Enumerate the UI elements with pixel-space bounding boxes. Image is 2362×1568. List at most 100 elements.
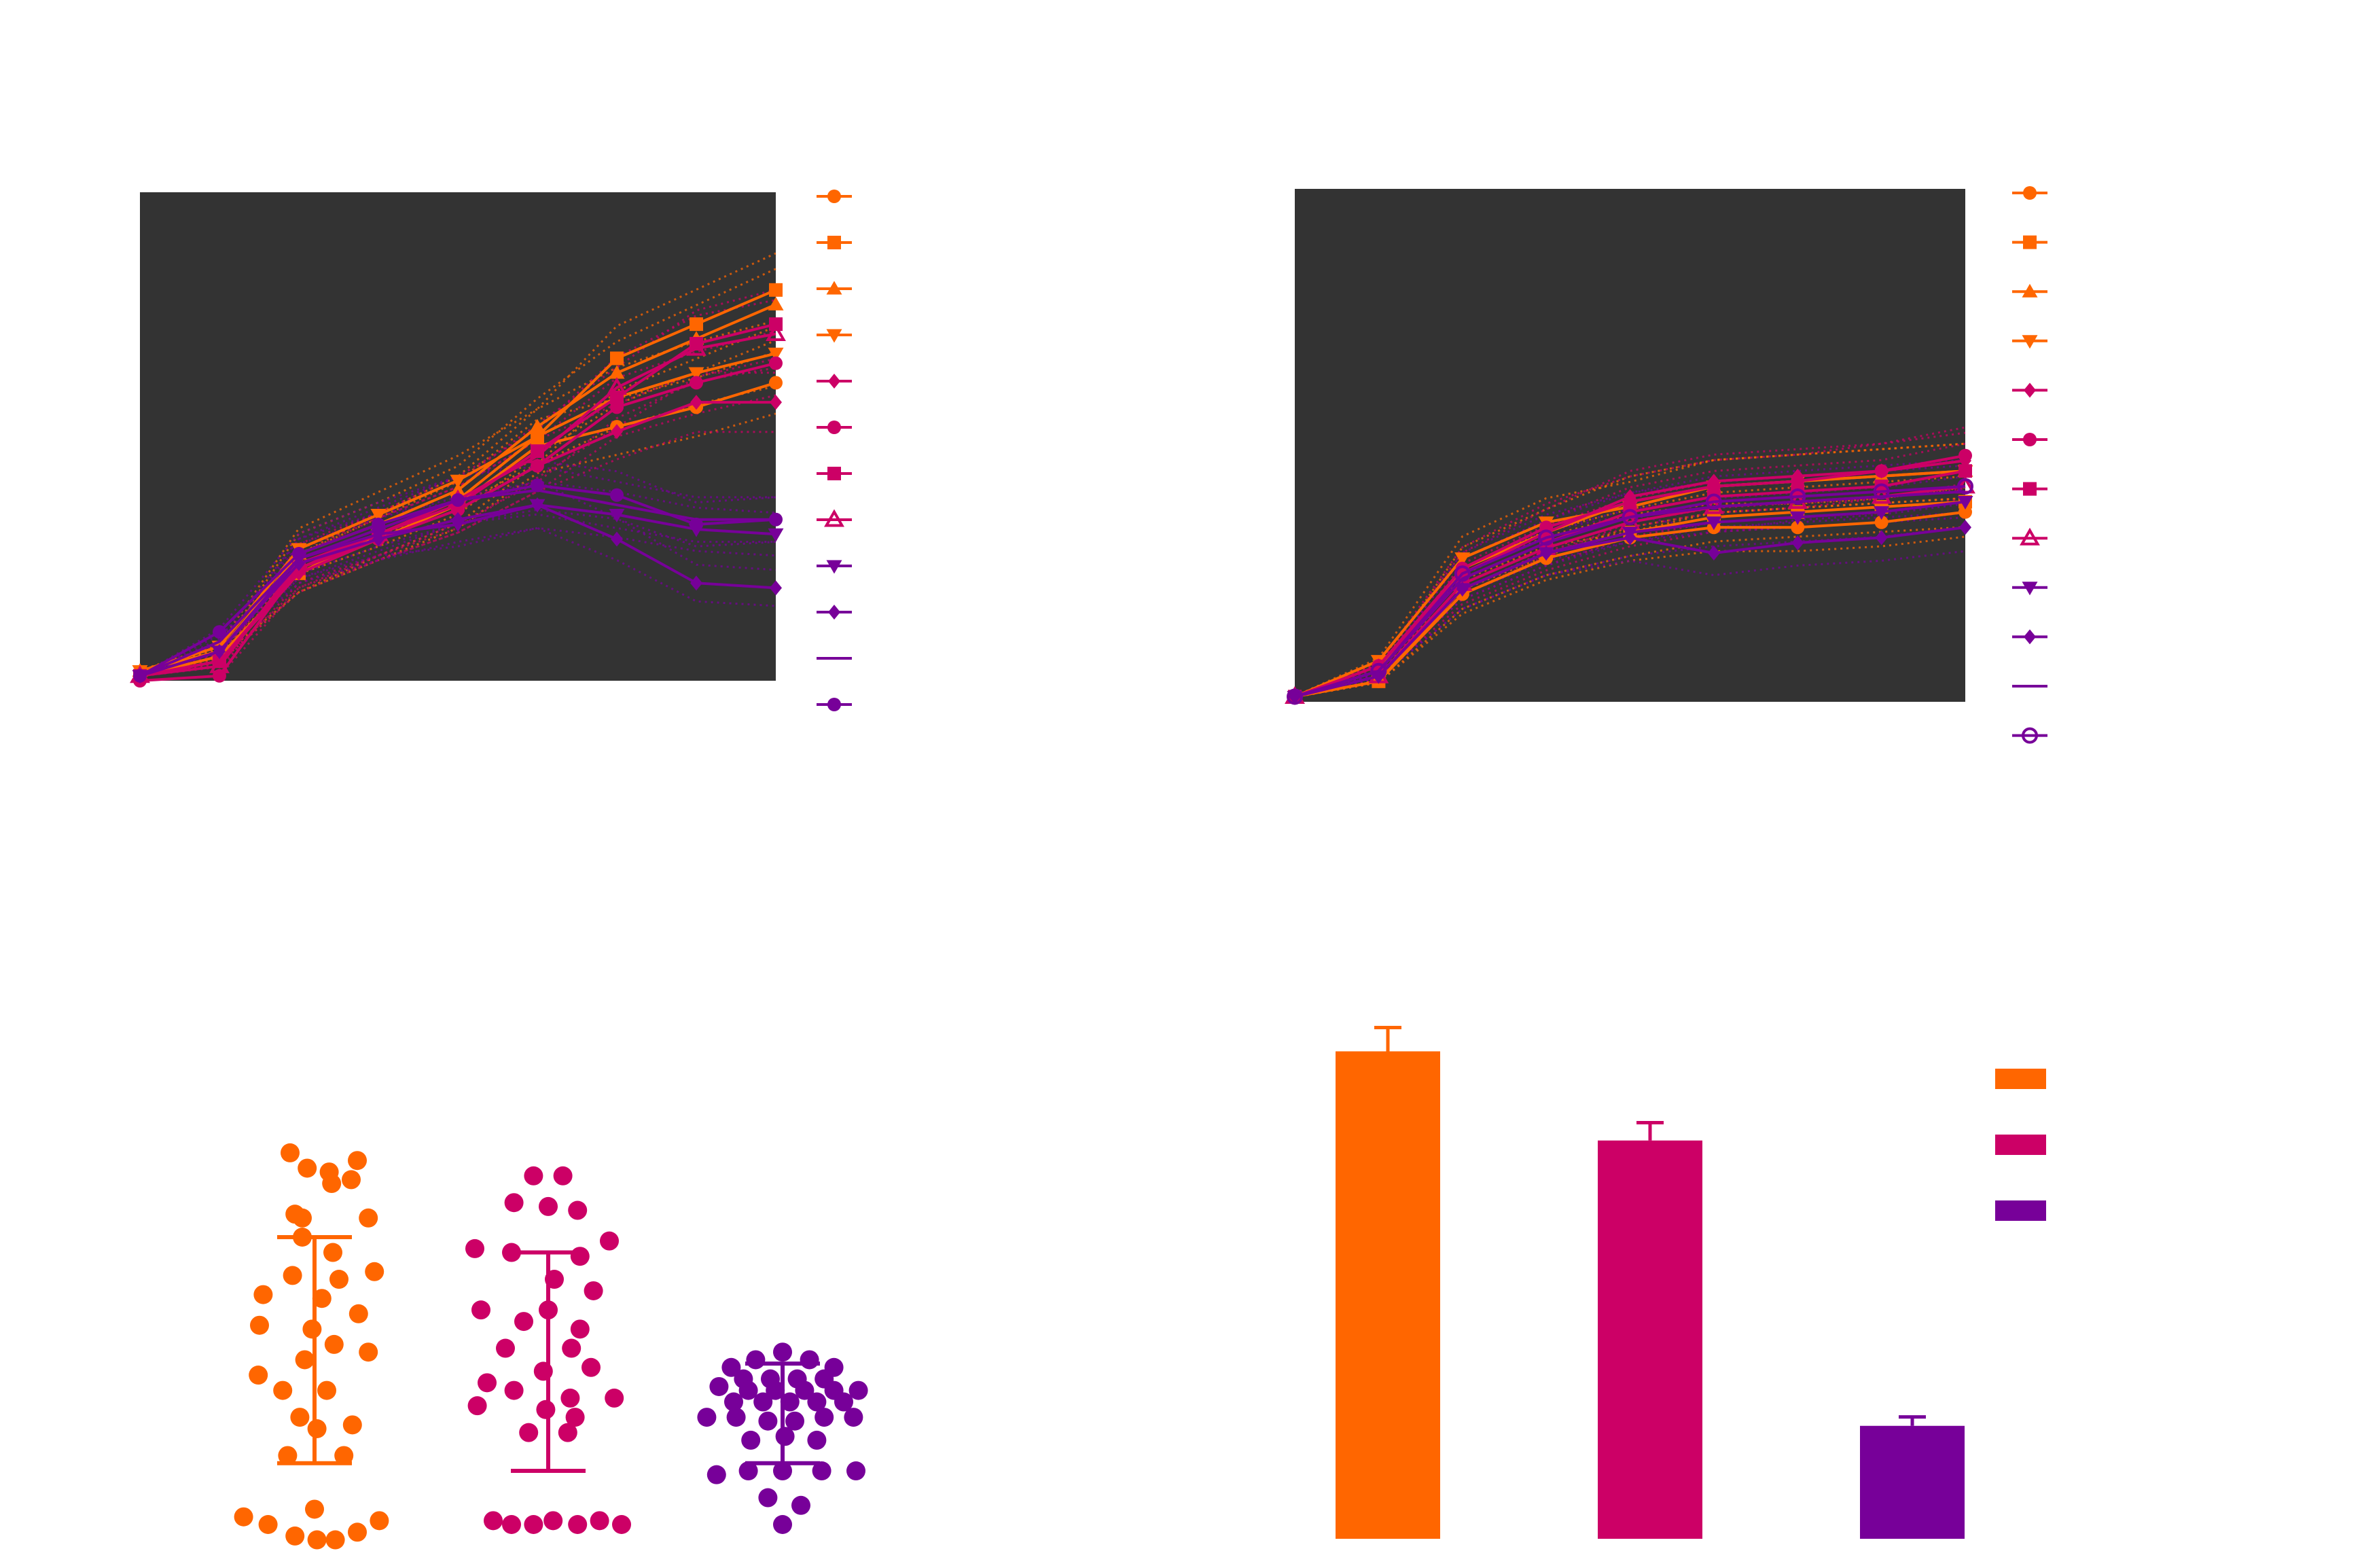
legend: [2012, 186, 2047, 744]
group-2-point: [502, 1515, 521, 1534]
series-9-point: [609, 509, 625, 523]
group-2-point: [467, 1396, 487, 1416]
series-10: [1289, 520, 1971, 705]
group-1-point: [342, 1170, 361, 1190]
replicate-trace-9-1: [139, 527, 776, 677]
group-2-point: [562, 1338, 581, 1358]
legend-marker-1: [827, 190, 841, 203]
replicate-trace-5-1: [139, 431, 776, 677]
group-3-point: [738, 1461, 758, 1481]
series-8-point: [527, 445, 548, 463]
group-1-point: [342, 1415, 362, 1435]
group-1-point: [329, 1270, 348, 1289]
group-1-point: [305, 1499, 324, 1519]
series-12-point: [1705, 493, 1722, 510]
group-3-point: [758, 1411, 778, 1431]
legend-marker-6: [827, 421, 841, 434]
series-5-point: [770, 395, 782, 410]
replicate-trace-3-2: [139, 268, 776, 672]
group-3-point: [846, 1461, 865, 1481]
group-1-point: [307, 1530, 327, 1550]
series-8-point: [607, 377, 627, 395]
group-2-point: [471, 1300, 490, 1320]
group-1-point: [234, 1507, 253, 1527]
series-12: [1287, 478, 1973, 705]
group-1-point: [283, 1266, 302, 1285]
series-10-point: [1875, 530, 1888, 546]
series-3-point: [609, 365, 625, 379]
legend-marker-3: [826, 281, 842, 295]
group-1-point: [348, 1304, 368, 1323]
series-4-point: [768, 347, 784, 361]
series-9-point: [1706, 516, 1722, 531]
group-3-point: [746, 1350, 766, 1370]
legend-marker-6: [2023, 433, 2037, 446]
series-3-point: [450, 482, 466, 497]
legend-swatch-3: [1995, 1200, 2046, 1221]
group-1-point: [258, 1515, 278, 1534]
group-1-point: [324, 1334, 344, 1354]
group-1-point: [359, 1208, 378, 1228]
scatter-dot-plot: [234, 1143, 868, 1550]
legend: [817, 190, 852, 711]
series-12-point: [451, 493, 465, 507]
series-12-point: [610, 488, 624, 502]
series-6-point: [690, 376, 703, 390]
replicate-trace-2-1: [1294, 526, 1966, 698]
series-10: [134, 497, 782, 683]
group-3-point: [724, 1392, 743, 1412]
series-12-point: [1454, 565, 1471, 582]
series-3-point: [768, 296, 784, 310]
group-3-point: [753, 1392, 773, 1412]
series-6-point: [1706, 479, 1721, 493]
group-3-point: [758, 1488, 778, 1508]
bar-chart: [1336, 1026, 2046, 1539]
series-12-point: [213, 625, 226, 639]
legend-marker-2: [827, 236, 841, 249]
legend-marker-5: [2024, 382, 2036, 398]
group-2-point: [553, 1166, 573, 1186]
replicate-trace-2-2: [139, 252, 776, 677]
group-3-point: [807, 1392, 827, 1412]
group-2-point: [484, 1511, 503, 1531]
group-2-point: [612, 1515, 631, 1534]
group-2-point: [504, 1380, 524, 1400]
series-12: [133, 478, 783, 683]
series-10-point: [452, 512, 464, 527]
legend-marker-4: [826, 329, 842, 343]
legend-marker-4: [2022, 335, 2038, 349]
series-4-point: [1454, 552, 1471, 567]
group-3-point: [773, 1461, 792, 1481]
series-6-point: [1874, 464, 1889, 478]
series-12-point: [1957, 478, 1973, 495]
bar-group-2: [1598, 1121, 1702, 1539]
legend-marker-10: [828, 605, 840, 620]
group-2-point: [584, 1281, 603, 1300]
replicate-trace-10-2: [139, 480, 776, 677]
group-3-point: [721, 1357, 741, 1377]
group-3-point: [780, 1392, 800, 1412]
group-3-point: [706, 1465, 726, 1484]
series-10-point: [1791, 535, 1804, 550]
series-10-point: [1624, 530, 1636, 546]
replicate-trace-2-1: [139, 325, 776, 677]
group-2-point: [568, 1515, 588, 1534]
group-1-point: [359, 1342, 378, 1362]
group-3-point: [773, 1342, 792, 1362]
group-2-point: [465, 1239, 484, 1258]
replicate-trace-3-2: [1294, 442, 1966, 698]
group-2: [465, 1166, 631, 1534]
series-1-point: [769, 376, 783, 390]
series-4-point: [529, 431, 545, 444]
series-1-point: [1958, 505, 1972, 519]
group-1-point: [278, 1446, 298, 1465]
series-12-point: [1538, 529, 1555, 546]
series-10-point: [1456, 581, 1469, 596]
series-6-point: [1958, 448, 1972, 463]
group-1-point: [302, 1319, 322, 1339]
group-2-point: [565, 1408, 585, 1427]
replicate-trace-7-1: [139, 357, 776, 677]
series-10-point: [372, 531, 384, 547]
series-8-point: [209, 655, 230, 673]
series-12-point: [1873, 483, 1890, 500]
